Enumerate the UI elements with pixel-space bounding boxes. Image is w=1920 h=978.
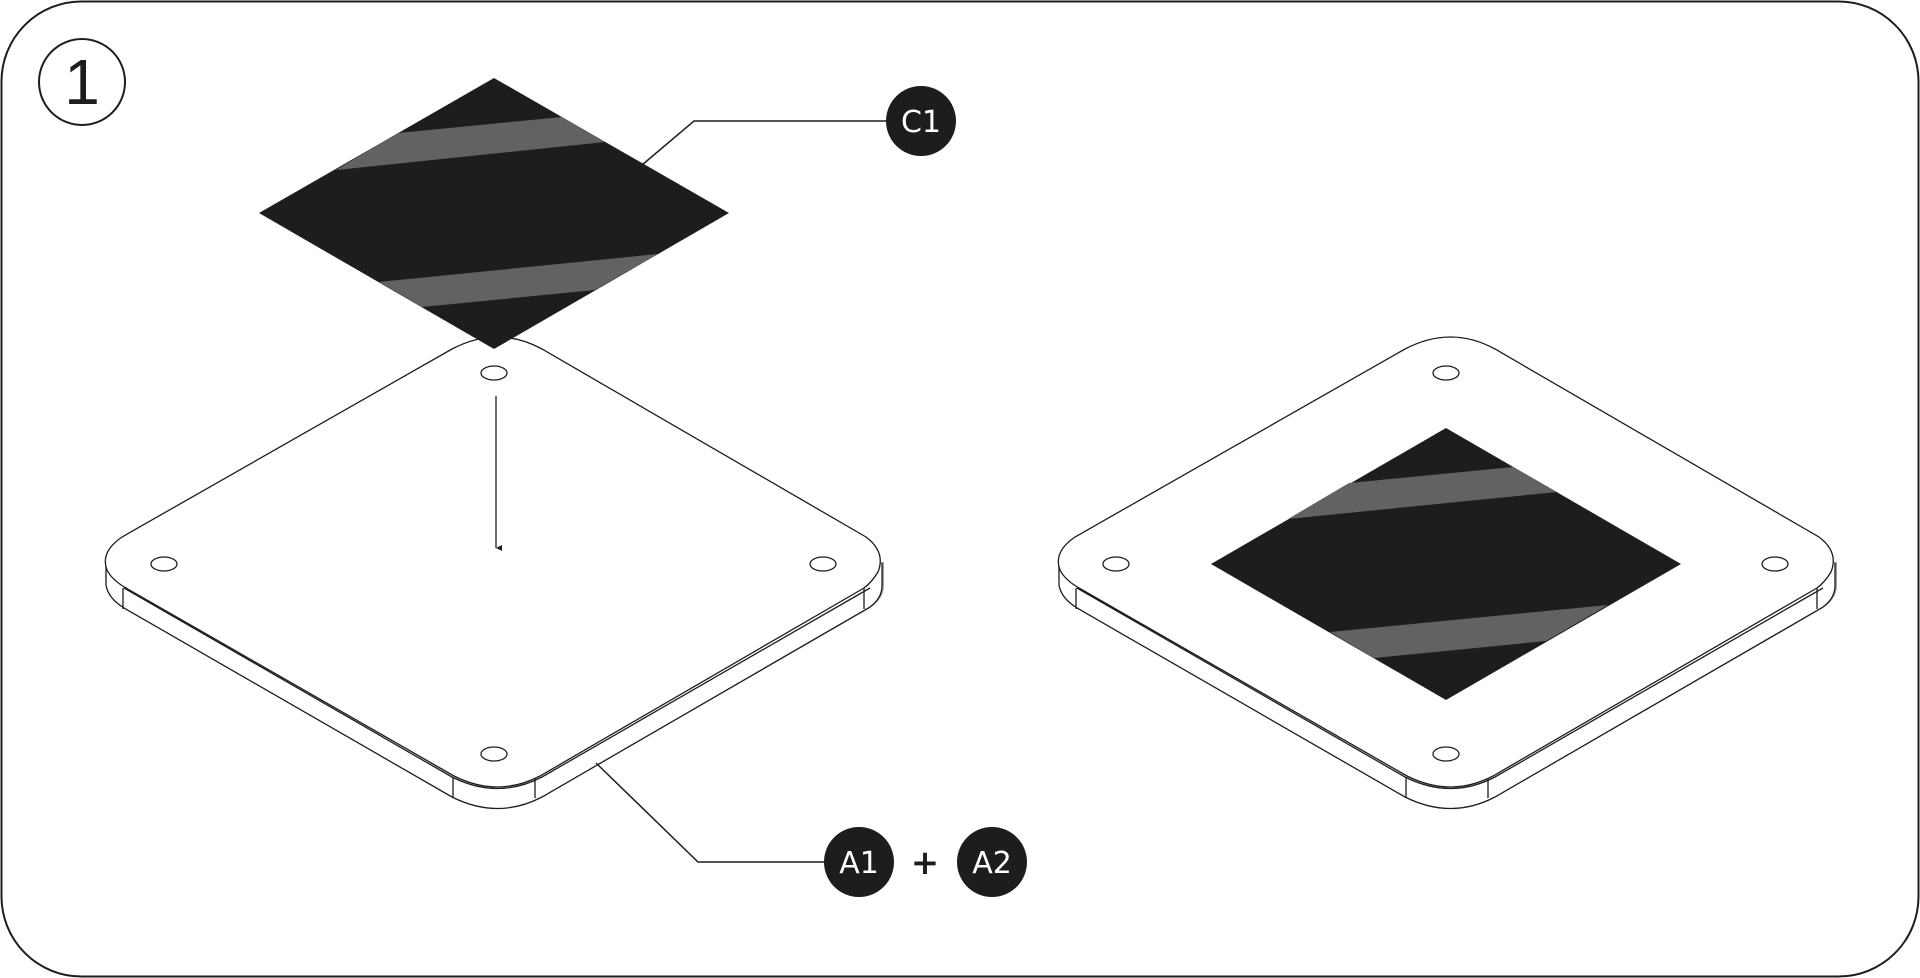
- callout-a1-a2: A1 + A2: [595, 762, 1027, 897]
- step-number: 1: [64, 46, 100, 118]
- callout-plus: +: [911, 843, 940, 883]
- mounting-hole: [1102, 556, 1130, 572]
- mounting-hole: [480, 365, 508, 381]
- base-plate-left: [104, 336, 884, 810]
- callout-a1-label: A1: [839, 846, 879, 881]
- mounting-hole: [1432, 746, 1460, 762]
- step-badge: 1: [38, 38, 126, 126]
- mounting-hole: [1432, 365, 1460, 381]
- callout-a2-label: A2: [972, 846, 1012, 881]
- mounting-hole: [150, 556, 178, 572]
- panel-installed: [1211, 428, 1681, 700]
- mounting-hole: [1761, 556, 1789, 572]
- callout-c1: C1: [641, 86, 956, 166]
- callout-c1-label: C1: [901, 105, 941, 140]
- panel-c1: [259, 78, 729, 349]
- mounting-hole: [809, 556, 837, 572]
- mounting-hole: [480, 746, 508, 762]
